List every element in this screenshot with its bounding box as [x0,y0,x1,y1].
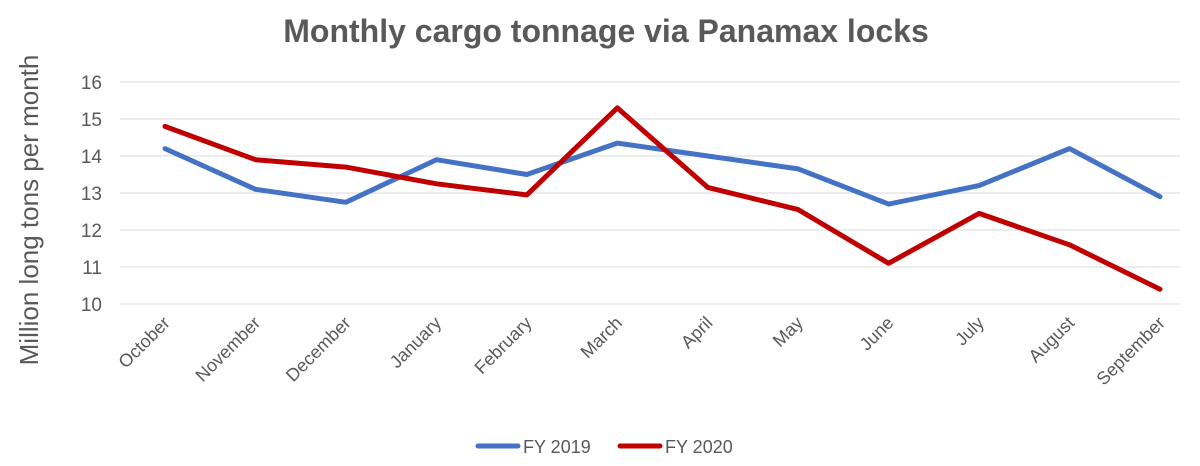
y-axis-label: Million long tons per month [14,55,44,366]
x-tick-label: February [471,313,536,378]
y-tick-label: 14 [81,147,103,168]
y-tick-label: 13 [81,184,102,205]
x-tick-label: October [114,313,173,372]
legend-label-2: FY 2020 [665,437,733,457]
legend: FY 2019 FY 2020 [475,437,733,457]
series-line-2 [162,105,1163,292]
y-tick-label: 16 [81,73,102,94]
series-line-1 [162,140,1163,207]
y-tick-label: 11 [82,258,102,279]
x-tick-label: April [677,313,717,353]
x-axis-ticks: October November December January February Ma… [114,313,1168,389]
y-tick-label: 15 [81,110,102,131]
x-tick-label: November [191,313,264,386]
x-tick-label: July [951,313,988,350]
x-tick-label: June [856,313,898,355]
x-tick-label: May [769,313,807,351]
x-tick-label: September [1092,313,1168,389]
y-tick-label: 10 [81,295,102,316]
chart-title: Monthly cargo tonnage via Panamax locks [283,13,929,49]
y-tick-label: 12 [81,221,102,242]
legend-label-1: FY 2019 [523,437,591,457]
series-lines [162,105,1163,292]
x-tick-label: December [282,313,355,386]
x-tick-label: January [386,313,445,372]
x-tick-label: March [577,313,627,363]
x-tick-label: August [1025,313,1079,367]
y-axis-ticks: 10 11 12 13 14 15 16 [81,73,103,316]
